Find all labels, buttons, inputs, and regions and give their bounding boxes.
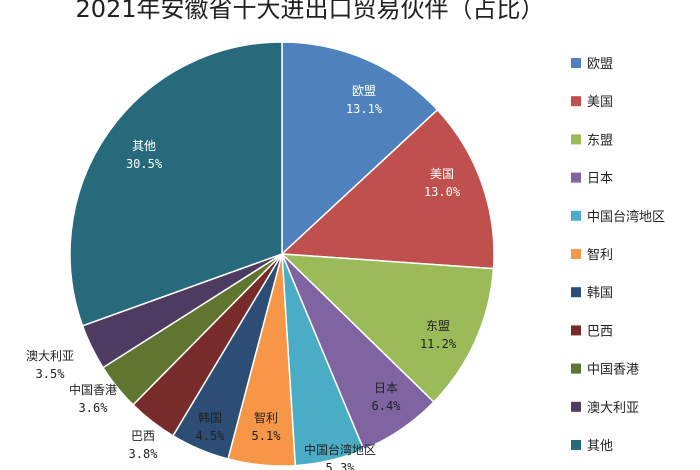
slice-label-value: 3.6%	[79, 401, 109, 415]
slice-label-name: 中国香港	[69, 382, 117, 397]
legend-label: 东盟	[587, 133, 613, 148]
legend-label: 美国	[587, 95, 613, 110]
legend-swatch	[571, 210, 581, 221]
slice-label-name: 澳大利亚	[26, 349, 74, 363]
legend-swatch	[571, 134, 581, 145]
slice-label-name: 巴西	[131, 429, 155, 443]
legend-label: 欧盟	[587, 57, 613, 72]
pie-slice-labels: 欧盟 13.1% 美国 13.0% 东盟 11.2% 日本 6.4% 中国台湾地区 5.3% 智利 5…	[26, 84, 461, 470]
slice-label-name: 日本	[374, 381, 398, 395]
pie-slice-1	[281, 41, 439, 256]
legend-swatch	[571, 287, 581, 298]
legend-label: 巴西	[587, 324, 613, 339]
slice-label-name: 中国台湾地区	[304, 442, 376, 457]
legend-label: 其他	[587, 439, 613, 454]
legend-label: 中国台湾地区	[587, 209, 665, 225]
legend-swatch	[571, 401, 581, 412]
slice-label-value: 5.3%	[326, 461, 356, 470]
legend-swatch	[571, 325, 581, 336]
legend-label: 智利	[587, 248, 613, 263]
pie-slice-11	[69, 41, 283, 327]
pie-slice-2	[280, 108, 495, 270]
legend-label: 韩国	[587, 286, 613, 301]
slice-label-name: 东盟	[426, 319, 450, 333]
slice-label-value: 13.1%	[346, 102, 383, 116]
legend-swatch	[571, 58, 581, 68]
pie-slice-3	[280, 253, 495, 404]
pie-slices	[69, 41, 495, 467]
legend-swatch	[571, 363, 581, 374]
legend-swatch	[571, 96, 581, 107]
slice-label-value: 6.4%	[372, 399, 402, 413]
slice-label-name: 智利	[254, 410, 278, 425]
slice-label-name: 韩国	[198, 410, 222, 425]
slice-label-value: 4.5%	[196, 429, 226, 443]
slice-label-name: 其他	[132, 139, 156, 153]
legend-swatch	[571, 440, 581, 450]
slice-label-value: 30.5%	[126, 157, 163, 171]
legend-label: 日本	[587, 172, 613, 187]
slice-label-value: 13.0%	[424, 185, 461, 199]
slice-label-value: 11.2%	[420, 337, 457, 351]
legend-swatch	[571, 249, 581, 259]
slice-label-name: 美国	[430, 167, 454, 181]
legend-label: 澳大利亚	[587, 400, 639, 416]
slice-label-value: 5.1%	[252, 429, 282, 443]
legend-swatch	[571, 172, 581, 183]
slice-label-name: 欧盟	[352, 84, 376, 98]
legend-label: 中国香港	[587, 363, 639, 378]
slice-label-value: 3.5%	[36, 367, 66, 381]
chart-title: 2021年安徽省十大进出口贸易伙伴（占比）	[75, 0, 544, 23]
slice-label-value: 3.8%	[129, 447, 159, 461]
